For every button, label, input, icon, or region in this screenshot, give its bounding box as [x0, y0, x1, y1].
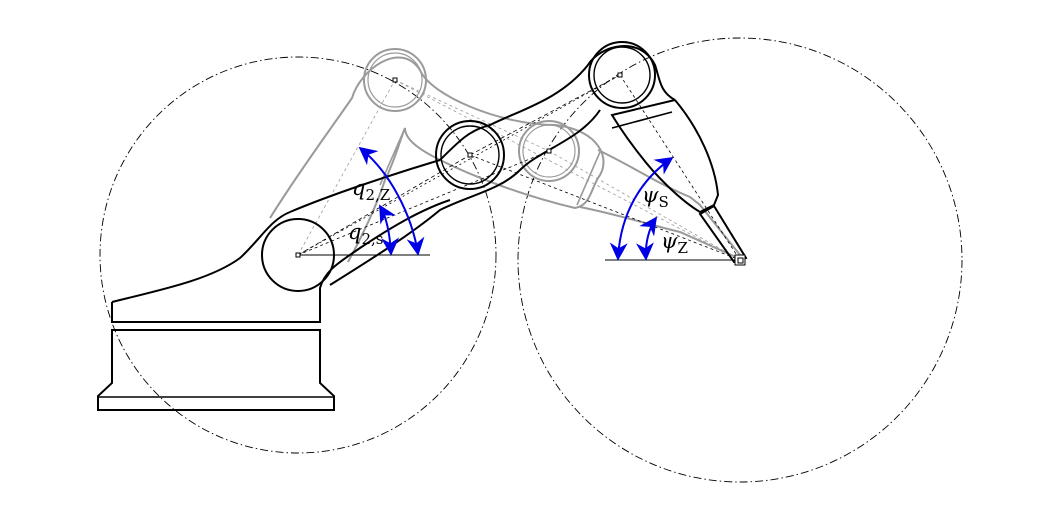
label-q2s: q2,s — [348, 220, 383, 248]
joint-elbow — [435, 120, 505, 190]
arc-psiS — [609, 156, 674, 261]
workspace-circle-left — [99, 56, 497, 454]
joint-wrist — [588, 41, 656, 109]
robot-base-pedestal — [111, 199, 451, 323]
joint-wrist-inner — [593, 46, 651, 104]
ghost-link-divider — [576, 151, 601, 206]
joint-elbow-inner — [440, 125, 500, 185]
label-psiZ: ψZ — [661, 229, 688, 257]
ghost-joint-elbow — [518, 120, 580, 182]
workspace-circle-right — [517, 37, 963, 483]
joint-base — [261, 218, 335, 292]
arc-psiZ — [636, 216, 658, 261]
ghost-joint-shoulder — [363, 48, 427, 112]
ghost-upper-arm — [269, 56, 605, 263]
robot-base-foot — [97, 329, 335, 411]
angle-arrows — [358, 146, 674, 261]
label-q2Z: q2,Z — [352, 176, 390, 204]
ghost-link-divider-2 — [379, 127, 406, 186]
forearm-wrist — [610, 99, 720, 214]
tool-flange — [698, 204, 748, 264]
joint-markers — [295, 72, 746, 266]
ghost-joint-elbow-inner — [522, 124, 576, 178]
ghost-joint-shoulder-inner — [367, 52, 423, 108]
wrist-divider — [611, 111, 673, 129]
label-psiS: ψS — [642, 183, 669, 211]
arc-q2Z — [358, 146, 425, 256]
arc-q2s — [379, 204, 400, 256]
main-robot — [97, 41, 748, 411]
